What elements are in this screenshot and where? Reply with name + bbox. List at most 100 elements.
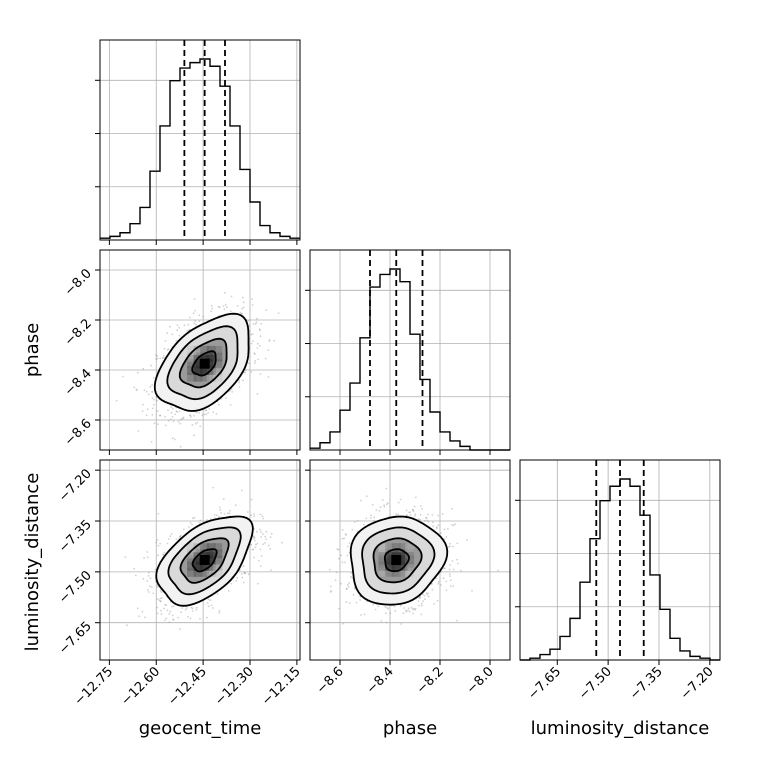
scatter-point [269,536,272,538]
scatter-point [252,340,254,342]
scatter-point [159,600,162,602]
scatter-point [135,389,138,391]
scatter-point [394,610,397,612]
scatter-point [267,376,270,378]
scatter-point [211,307,214,310]
scatter-point [414,608,416,611]
scatter-point [155,358,158,361]
scatter-point [425,516,428,519]
x-tick-label-geocent-time: −12.60 [119,664,164,709]
scatter-point [403,607,405,609]
scatter-point [210,604,213,607]
density-cell-geocent-time-phase [193,372,203,382]
scatter-point [249,543,252,546]
density-cell-geocent-time-phase [187,359,197,369]
scatter-point [329,591,332,593]
scatter-point [405,509,408,512]
scatter-point [142,577,145,580]
scatter-point [244,572,247,575]
scatter-point [220,512,223,514]
scatter-point [147,591,150,593]
scatter-point [171,605,173,608]
scatter-point [222,305,225,307]
scatter-point [256,393,259,395]
scatter-point [196,421,199,424]
scatter-point [215,413,218,415]
scatter-point [259,548,262,551]
scatter-point [247,511,249,513]
scatter-point [435,526,438,529]
scatter-point [254,362,256,364]
scatter-point [250,333,253,336]
scatter-point [258,344,261,347]
scatter-point [252,548,255,551]
scatter-point [179,534,182,537]
scatter-point [242,301,245,304]
scatter-point [265,538,267,540]
scatter-point [198,320,201,323]
scatter-point [349,602,351,604]
x-tick-label-geocent-time: −12.15 [259,664,304,709]
scatter-point [222,498,225,501]
scatter-point [407,609,409,612]
scatter-point [247,319,250,322]
scatter-point [346,554,349,557]
scatter-point [156,410,159,412]
scatter-point [235,579,238,582]
contour-line-geocent-time-phase-2 [166,325,239,401]
scatter-point [158,599,161,602]
scatter-point [151,390,153,393]
scatter-point [227,590,230,592]
scatter-point [335,571,338,574]
scatter-point [162,357,165,359]
scatter-point [167,409,169,411]
scatter-point [420,604,423,607]
scatter-point [236,304,239,307]
scatter-point [122,375,124,378]
scatter-point [344,533,347,535]
scatter-point [359,599,362,601]
scatter-point [194,309,197,312]
scatter-point [259,513,262,516]
scatter-point [262,533,264,535]
x-tick-label-geocent-time: −12.75 [72,664,117,709]
scatter-point [370,517,372,519]
scatter-point [138,615,141,618]
scatter-point [471,589,473,592]
scatter-point [427,513,429,516]
scatter-point [253,536,256,539]
scatter-point [449,585,452,587]
scatter-point [179,628,181,630]
scatter-point [146,408,149,411]
scatter-point [201,414,204,417]
scatter-point [419,513,422,516]
scatter-point [229,509,231,512]
scatter-point [230,582,233,585]
scatter-point [207,412,210,414]
scatter-point [134,574,137,577]
density-cell-geocent-time-phase [206,352,216,362]
scatter-point [259,335,262,338]
density-cell-geocent-time-phase [193,345,203,355]
scatter-point [244,572,246,575]
scatter-point [172,408,174,410]
scatter-point [253,535,255,538]
scatter-point [189,414,192,417]
scatter-point [176,324,179,326]
scatter-point [341,537,344,540]
scatter-point [433,603,435,605]
scatter-point [412,612,414,615]
scatter-point [256,582,259,585]
scatter-point [190,606,193,609]
scatter-point [253,515,256,518]
scatter-point [157,512,160,515]
contour-line-geocent-time-phase-0 [191,350,217,377]
y-tick-label-luminosity-distance: −7.35 [56,517,95,556]
scatter-point [193,414,195,417]
x-tick-label-phase: −8.6 [314,664,347,697]
scatter-point [437,514,440,517]
scatter-point [408,511,410,514]
scatter-point [419,505,422,507]
scatter-point [384,605,387,608]
scatter-point [383,506,386,508]
